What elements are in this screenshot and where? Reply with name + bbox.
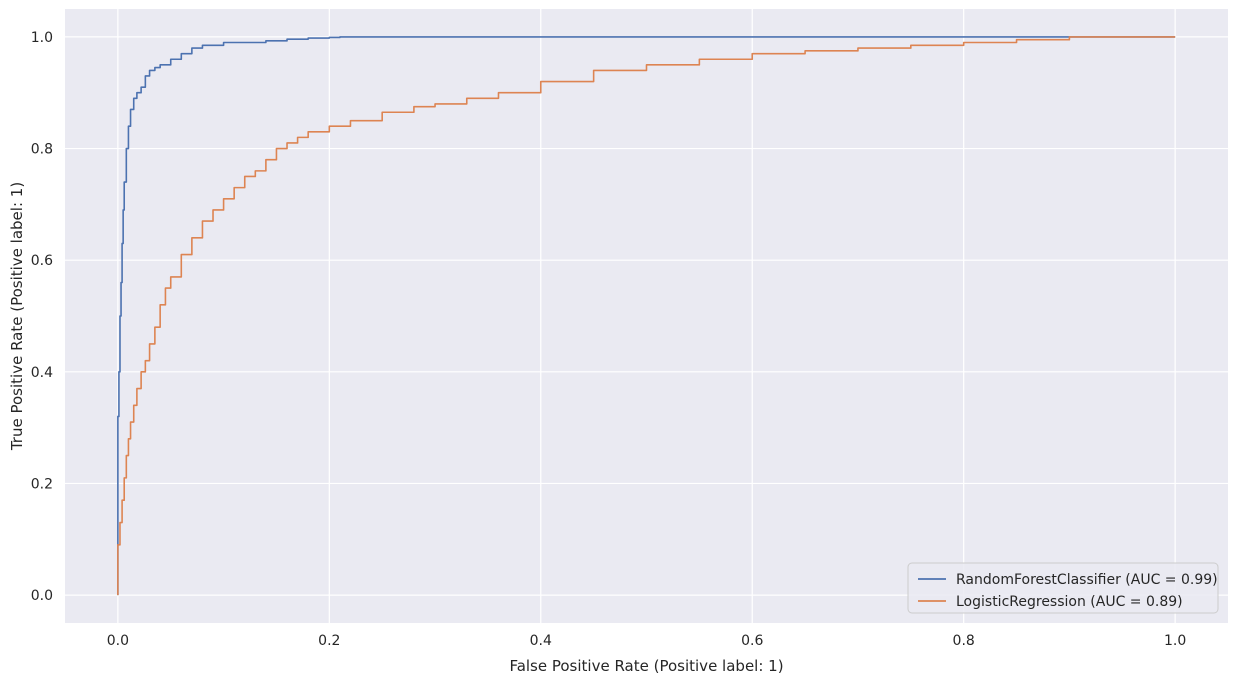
y-tick-label: 0.2 xyxy=(31,476,53,492)
series-line-0 xyxy=(117,36,1176,596)
x-tick-label: 0.0 xyxy=(107,633,129,649)
x-tick-label: 0.8 xyxy=(953,633,975,649)
x-tick-label: 0.2 xyxy=(318,633,340,649)
y-tick-label: 0.6 xyxy=(31,253,53,269)
y-tick-label: 0.0 xyxy=(31,588,53,604)
x-tick-label: 1.0 xyxy=(1164,633,1186,649)
x-tick-label: 0.6 xyxy=(741,633,763,649)
legend-entry: LogisticRegression (AUC = 0.89) xyxy=(956,594,1183,610)
plot-background xyxy=(65,9,1228,623)
series-line-1 xyxy=(117,36,1176,596)
y-tick-labels: 0.0 0.2 0.4 0.6 0.8 1.0 xyxy=(31,30,53,604)
y-tick-label: 0.8 xyxy=(31,142,53,158)
y-tick-label: 1.0 xyxy=(31,30,53,46)
legend-box xyxy=(907,562,1219,614)
x-tick-labels: 0.0 0.2 0.4 0.6 0.8 1.0 xyxy=(107,633,1187,649)
x-tick-label: 0.4 xyxy=(530,633,552,649)
legend-entry: RandomForestClassifier (AUC = 0.99) xyxy=(956,572,1218,588)
y-tick-label: 0.4 xyxy=(31,365,53,381)
grid-lines xyxy=(65,9,1228,623)
series-layer xyxy=(117,36,1176,596)
y-axis-label: True Positive Rate (Positive label: 1) xyxy=(8,182,26,451)
x-axis-label: False Positive Rate (Positive label: 1) xyxy=(509,657,783,675)
legend: RandomForestClassifier (AUC = 0.99) Logis… xyxy=(907,562,1219,614)
